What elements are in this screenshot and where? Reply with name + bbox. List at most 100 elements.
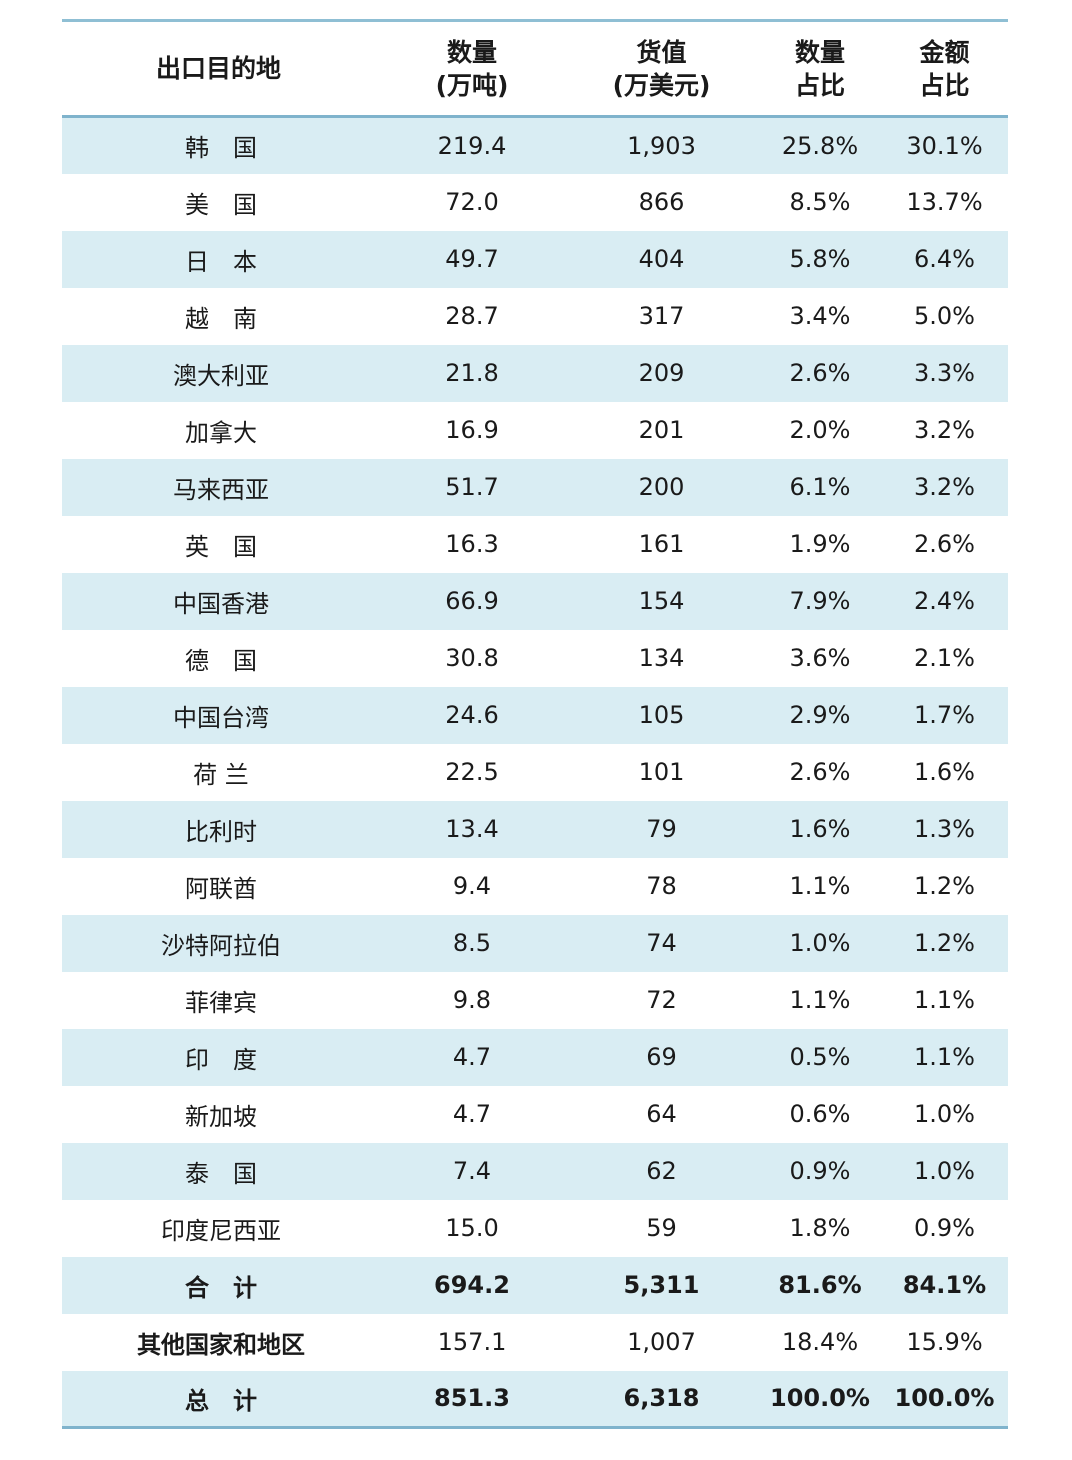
quantity-share-cell: 6.1% <box>789 473 851 501</box>
amount-share-cell: 100.0% <box>894 1384 995 1413</box>
quantity-share-cell: 2.0% <box>789 416 851 444</box>
quantity-share-cell: 3.6% <box>789 644 851 672</box>
quantity-share-cell: 1.0% <box>789 929 851 957</box>
destination-cell: 韩 国 <box>185 134 257 163</box>
amount-share-cell: 3.2% <box>914 473 975 501</box>
header-quantity: 数量 (万吨) <box>380 21 564 117</box>
quantity-share-cell: 8.5% <box>789 188 851 216</box>
destination-cell: 印 度 <box>185 1045 257 1074</box>
quantity-share-cell: 2.6% <box>789 359 851 387</box>
quantity-share-cell: 0.5% <box>789 1043 851 1071</box>
quantity-cell: 51.7 <box>445 473 499 501</box>
quantity-cell: 16.3 <box>445 530 499 558</box>
destination-cell: 中国台湾 <box>173 703 269 732</box>
table-row: 印度尼西亚 15.0 59 1.8% 0.9% <box>62 1200 1008 1257</box>
value-cell: 317 <box>638 302 685 330</box>
value-cell: 1,007 <box>627 1328 696 1356</box>
quantity-cell: 13.4 <box>445 815 499 843</box>
quantity-cell: 15.0 <box>445 1214 499 1242</box>
destination-cell: 新加坡 <box>185 1102 257 1131</box>
amount-share-cell: 1.3% <box>914 815 975 843</box>
quantity-cell: 9.8 <box>452 986 492 1014</box>
quantity-cell: 66.9 <box>445 587 499 615</box>
amount-share-cell: 6.4% <box>914 245 975 273</box>
quantity-share-cell: 1.1% <box>789 986 851 1014</box>
quantity-cell: 694.2 <box>434 1271 510 1299</box>
quantity-share-cell: 1.8% <box>789 1214 851 1242</box>
value-cell: 74 <box>646 929 677 957</box>
quantity-share-cell: 7.9% <box>789 587 851 615</box>
value-cell: 59 <box>646 1214 677 1242</box>
value-cell: 161 <box>638 530 685 558</box>
quantity-share-cell: 3.4% <box>789 302 851 330</box>
amount-share-cell: 15.9% <box>906 1328 983 1356</box>
destination-cell: 印度尼西亚 <box>161 1216 281 1245</box>
quantity-cell: 7.4 <box>452 1157 492 1185</box>
amount-share-cell: 2.6% <box>914 530 975 558</box>
quantity-cell: 22.5 <box>445 758 499 786</box>
table-row: 越 南 28.7 317 3.4% 5.0% <box>62 288 1008 345</box>
quantity-cell: 8.5 <box>452 929 492 957</box>
value-cell: 5,311 <box>623 1271 700 1299</box>
destination-cell: 总 计 <box>185 1386 257 1415</box>
destination-cell: 阿联酋 <box>185 874 257 903</box>
quantity-cell: 4.7 <box>452 1043 492 1071</box>
table-row: 美 国 72.0 866 8.5% 13.7% <box>62 174 1008 231</box>
quantity-cell: 4.7 <box>452 1100 492 1128</box>
destination-cell: 比利时 <box>185 817 257 846</box>
value-cell: 62 <box>646 1157 677 1185</box>
quantity-cell: 72.0 <box>445 188 499 216</box>
header-value-line2: (万美元) <box>612 70 711 100</box>
value-cell: 154 <box>638 587 685 615</box>
header-destination: 出口目的地 <box>156 54 282 83</box>
quantity-share-cell: 1.9% <box>789 530 851 558</box>
table-row: 菲律宾 9.8 72 1.1% 1.1% <box>62 972 1008 1029</box>
export-destination-table-container: 出口目的地 数量 (万吨) 货值 (万美元) 数量 占比 金额 占比 <box>62 19 1008 1429</box>
value-cell: 134 <box>638 644 685 672</box>
quantity-cell: 28.7 <box>445 302 499 330</box>
destination-cell: 马来西亚 <box>173 475 269 504</box>
destination-cell: 加拿大 <box>185 418 257 447</box>
quantity-share-cell: 2.6% <box>789 758 851 786</box>
quantity-share-cell: 25.8% <box>781 131 859 160</box>
table-row: 比利时 13.4 79 1.6% 1.3% <box>62 800 1008 858</box>
header-row: 出口目的地 数量 (万吨) 货值 (万美元) 数量 占比 金额 占比 <box>62 21 1008 117</box>
destination-cell: 英 国 <box>185 532 257 561</box>
header-value: 货值 (万美元) <box>564 21 759 117</box>
value-cell: 404 <box>638 245 685 273</box>
amount-share-cell: 1.2% <box>914 929 975 957</box>
quantity-share-cell: 2.9% <box>789 701 851 729</box>
value-cell: 105 <box>638 701 685 729</box>
amount-share-cell: 3.2% <box>914 416 975 444</box>
destination-cell: 中国香港 <box>173 589 269 618</box>
quantity-share-cell: 0.9% <box>789 1157 851 1185</box>
header-amount-share-line2: 占比 <box>919 70 970 100</box>
amount-share-cell: 5.0% <box>914 302 975 330</box>
table-row: 合 计 694.2 5,311 81.6% 84.1% <box>62 1256 1008 1314</box>
table-row: 沙特阿拉伯 8.5 74 1.0% 1.2% <box>62 914 1008 972</box>
destination-cell: 澳大利亚 <box>173 361 269 390</box>
quantity-share-cell: 1.1% <box>789 872 851 900</box>
quantity-cell: 24.6 <box>445 701 499 729</box>
destination-cell: 泰 国 <box>185 1159 257 1188</box>
quantity-share-cell: 81.6% <box>778 1271 862 1299</box>
table-row: 马来西亚 51.7 200 6.1% 3.2% <box>62 458 1008 516</box>
destination-cell: 美 国 <box>185 190 257 219</box>
quantity-cell: 16.9 <box>445 416 499 444</box>
quantity-cell: 30.8 <box>445 644 499 672</box>
quantity-cell: 21.8 <box>445 359 499 387</box>
destination-cell: 合 计 <box>185 1273 257 1302</box>
table-row: 荷 兰 22.5 101 2.6% 1.6% <box>62 744 1008 801</box>
destination-cell: 荷 兰 <box>193 760 249 789</box>
quantity-share-cell: 0.6% <box>789 1100 851 1128</box>
quantity-share-cell: 18.4% <box>781 1328 859 1356</box>
table-row: 德 国 30.8 134 3.6% 2.1% <box>62 630 1008 687</box>
amount-share-cell: 84.1% <box>902 1271 987 1299</box>
table-row: 总 计 851.3 6,318 100.0% 100.0% <box>62 1370 1008 1428</box>
amount-share-cell: 30.1% <box>906 131 983 160</box>
table-row: 英 国 16.3 161 1.9% 2.6% <box>62 516 1008 573</box>
value-cell: 69 <box>646 1043 677 1071</box>
table-body: 韩 国 219.4 1,903 25.8% 30.1% 美 国 72.0 866 8.5% 13.… <box>62 116 1008 1428</box>
amount-share-cell: 2.4% <box>914 587 975 615</box>
value-cell: 64 <box>646 1100 677 1128</box>
